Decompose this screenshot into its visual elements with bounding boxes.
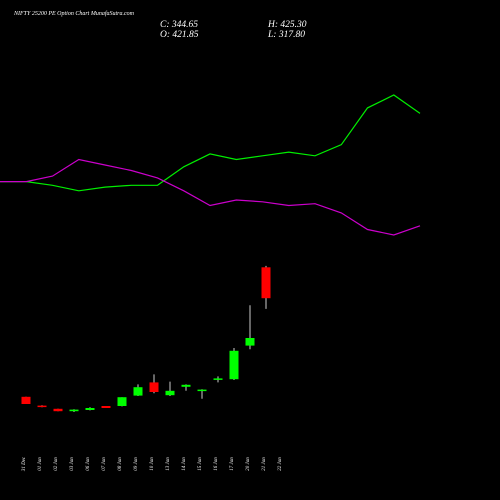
candle-31-dec <box>21 396 31 404</box>
x-tick-label: 09 Jan <box>134 457 139 471</box>
candle-02-jan <box>53 408 63 412</box>
candle-body <box>21 396 31 404</box>
candle-03-jan <box>69 409 79 412</box>
x-tick-label: 07 Jan <box>102 457 107 471</box>
candle-body <box>37 405 47 408</box>
x-tick-label: 06 Jan <box>86 457 91 471</box>
x-tick-label: 16 Jan <box>214 457 219 471</box>
x-tick-label: 10 Jan <box>150 457 155 471</box>
x-axis-labels: 31 Dec 01 Jan 02 Jan 03 Jan 06 Jan 07 Jan 08 J… <box>22 456 283 471</box>
x-tick-label: 02 Jan <box>54 457 59 471</box>
candle-body <box>165 390 175 396</box>
candle-15-jan <box>197 389 207 399</box>
candle-body <box>213 378 223 380</box>
x-tick-label: 03 Jan <box>70 457 75 471</box>
candlestick-layer <box>21 265 271 412</box>
candle-body <box>261 267 271 299</box>
candle-21-jan <box>261 265 271 309</box>
candle-14-jan <box>181 384 191 391</box>
candle-13-jan <box>165 381 175 396</box>
candle-body <box>53 408 63 412</box>
candle-body <box>85 408 95 410</box>
x-tick-label: 31 Dec <box>22 456 27 471</box>
x-tick-label: 08 Jan <box>118 457 123 471</box>
x-tick-label: 20 Jan <box>246 457 251 471</box>
candle-body <box>197 389 207 392</box>
candle-10-jan <box>149 374 159 394</box>
candle-body <box>133 387 143 396</box>
candle-body <box>229 350 239 380</box>
chart-title: NIFTY 25200 PE Option Chart MunafaSutra.… <box>13 10 135 17</box>
close-label: C: 344.65 <box>160 20 198 30</box>
candle-body <box>149 382 159 392</box>
high-label: H: 425.30 <box>267 20 307 30</box>
candle-body <box>245 338 255 346</box>
x-tick-label: 21 Jan <box>262 457 267 471</box>
x-tick-label: 01 Jan <box>38 457 43 471</box>
candle-06-jan <box>85 407 95 411</box>
candle-07-jan <box>101 406 111 408</box>
candle-body <box>181 384 191 387</box>
line-series-layer <box>0 94 421 236</box>
candle-01-jan <box>37 405 47 408</box>
x-tick-label: 15 Jan <box>198 457 203 471</box>
line-series-1 <box>0 94 421 192</box>
candle-17-jan <box>229 348 239 380</box>
x-tick-label: 13 Jan <box>166 457 171 471</box>
low-label: L: 317.80 <box>267 30 305 40</box>
candle-body <box>117 397 127 406</box>
candle-body <box>69 409 79 412</box>
x-tick-label: 17 Jan <box>230 457 235 471</box>
line-series-2 <box>0 158 421 236</box>
candle-20-jan <box>245 305 255 350</box>
x-tick-label: 22 Jan <box>278 457 283 471</box>
candle-body <box>101 406 111 408</box>
x-tick-label: 14 Jan <box>182 457 187 471</box>
candle-16-jan <box>213 376 223 383</box>
candle-08-jan <box>117 397 127 407</box>
open-label: O: 421.85 <box>160 30 199 40</box>
candle-09-jan <box>133 384 143 396</box>
